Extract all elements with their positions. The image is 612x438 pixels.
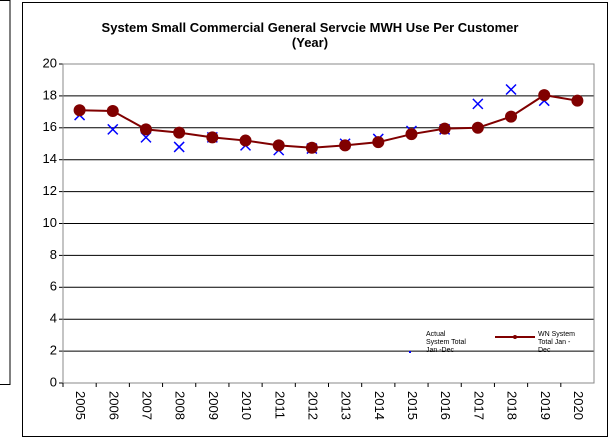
y-tick-label: 18: [43, 87, 57, 102]
point: [173, 126, 186, 139]
y-tick-label: 0: [50, 374, 57, 389]
x-tick-label: 2014: [372, 391, 387, 420]
y-tick-label: 20: [43, 55, 57, 70]
series-line: [79, 94, 578, 149]
point: [571, 94, 584, 107]
x-tick-label: 2012: [305, 391, 320, 420]
point: [272, 139, 285, 152]
y-tick-label: 4: [50, 311, 57, 326]
chart-frame: [22, 2, 608, 437]
legend-label: WN System Total Jan -Dec: [538, 331, 575, 354]
x-tick-label: 2008: [173, 391, 188, 420]
point: [339, 139, 352, 152]
point: [471, 121, 484, 134]
point: [505, 110, 518, 123]
x-tick-label: 2005: [73, 391, 88, 420]
x-tick-label: 2010: [239, 391, 254, 420]
point: [305, 141, 318, 154]
point: [438, 122, 451, 135]
point: [472, 98, 484, 110]
y-tick-label: 8: [50, 247, 57, 262]
y-tick-label: 16: [43, 119, 57, 134]
legend-label: Actual System Total Jan -Dec: [426, 331, 466, 354]
y-tick-label: 2: [50, 343, 57, 358]
point: [239, 134, 252, 147]
point: [538, 89, 551, 102]
legend-swatch: [513, 335, 517, 339]
point: [372, 136, 385, 149]
x-tick-label: 2009: [206, 391, 221, 420]
x-tick-label: 2016: [438, 391, 453, 420]
point: [73, 104, 86, 117]
x-tick-label: 2017: [471, 391, 486, 420]
point: [505, 83, 517, 96]
x-tick-label: 2019: [538, 391, 553, 420]
point: [206, 131, 219, 144]
chart-title: System Small Commercial General Servcie …: [102, 20, 519, 50]
y-tick-label: 6: [50, 279, 57, 294]
point: [107, 123, 119, 135]
left-frame: [0, 0, 11, 385]
y-tick-label: 10: [43, 215, 57, 230]
point: [106, 105, 119, 118]
point: [139, 123, 152, 136]
point: [173, 141, 185, 153]
x-tick-label: 2011: [272, 391, 287, 419]
x-tick-label: 2013: [339, 391, 354, 420]
x-tick-label: 2006: [106, 391, 121, 420]
x-tick-label: 2018: [505, 391, 520, 420]
y-tick-label: 14: [43, 151, 57, 166]
y-tick-label: 12: [43, 183, 57, 198]
x-tick-label: 2015: [405, 391, 420, 420]
x-tick-label: 2020: [571, 391, 586, 420]
point: [405, 128, 418, 141]
legend-swatch: [409, 351, 411, 353]
x-tick-label: 2007: [140, 391, 155, 420]
